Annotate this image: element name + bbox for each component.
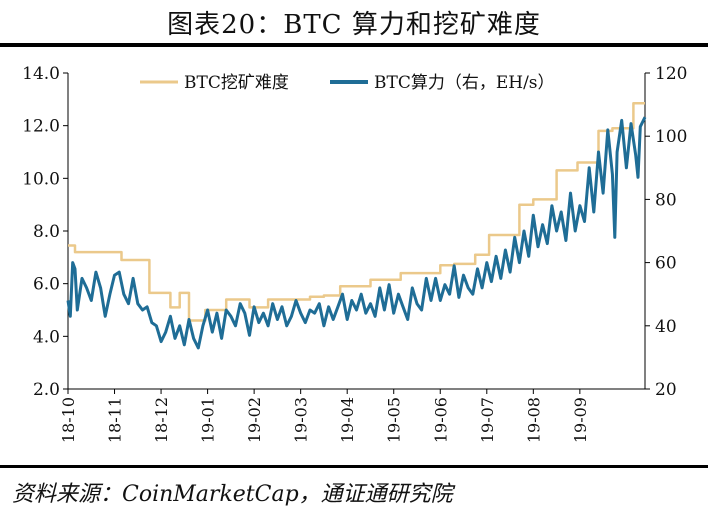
x-tick-label: 18-10 [59,397,78,443]
y-tick-label-right: 100 [655,127,687,147]
legend-label-difficulty: BTC挖矿难度 [184,73,289,93]
y-tick-label-left: 8.0 [33,222,60,242]
source-note: 资料来源：CoinMarketCap，通证通研究院 [12,482,453,507]
legend: BTC挖矿难度 BTC算力（右，EH/s） [140,73,555,93]
axes: 2.0 4.0 6.0 8.0 10.0 12.0 14.0 20 40 60 80 100 120 18… [22,64,687,443]
x-tick-label: 18-11 [106,397,125,443]
y-tick-label-right: 60 [655,254,677,274]
title-divider [0,43,708,47]
x-tick-label: 19-05 [385,397,404,443]
chart-title: 图表20：BTC 算力和挖矿难度 [167,10,541,40]
difficulty-series-line [68,102,645,322]
y-tick-label-left: 4.0 [33,327,60,347]
legend-label-hashrate: BTC算力（右，EH/s） [374,73,555,93]
footer-divider [0,465,708,468]
x-tick-label: 19-04 [338,397,357,443]
x-tick-label: 19-03 [292,397,311,443]
y-tick-label-left: 12.0 [22,117,60,137]
y-tick-label-right: 120 [655,64,687,84]
x-tick-label: 19-08 [524,397,543,443]
series-layer [66,102,647,350]
x-tick-label: 19-06 [431,397,450,443]
y-tick-label-left: 14.0 [22,64,60,84]
x-tick-label: 19-09 [571,397,590,443]
chart-canvas: 2.0 4.0 6.0 8.0 10.0 12.0 14.0 20 40 60 80 100 120 18… [22,64,687,443]
x-tick-label: 18-12 [152,397,171,443]
x-tick-label: 19-07 [478,397,497,443]
y-tick-label-right: 40 [655,317,677,337]
y-tick-label-left: 2.0 [33,380,60,400]
y-tick-label-left: 10.0 [22,169,60,189]
y-tick-label-right: 20 [655,380,677,400]
y-tick-label-left: 6.0 [33,275,60,295]
x-tick-label: 19-01 [199,397,218,443]
hashrate-series-line [66,116,647,350]
y-tick-label-right: 80 [655,190,677,210]
x-tick-label: 19-02 [245,397,264,443]
